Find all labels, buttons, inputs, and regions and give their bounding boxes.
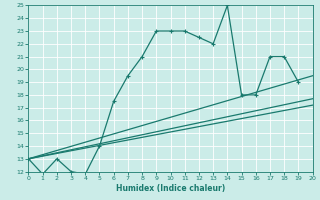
- X-axis label: Humidex (Indice chaleur): Humidex (Indice chaleur): [116, 184, 225, 193]
